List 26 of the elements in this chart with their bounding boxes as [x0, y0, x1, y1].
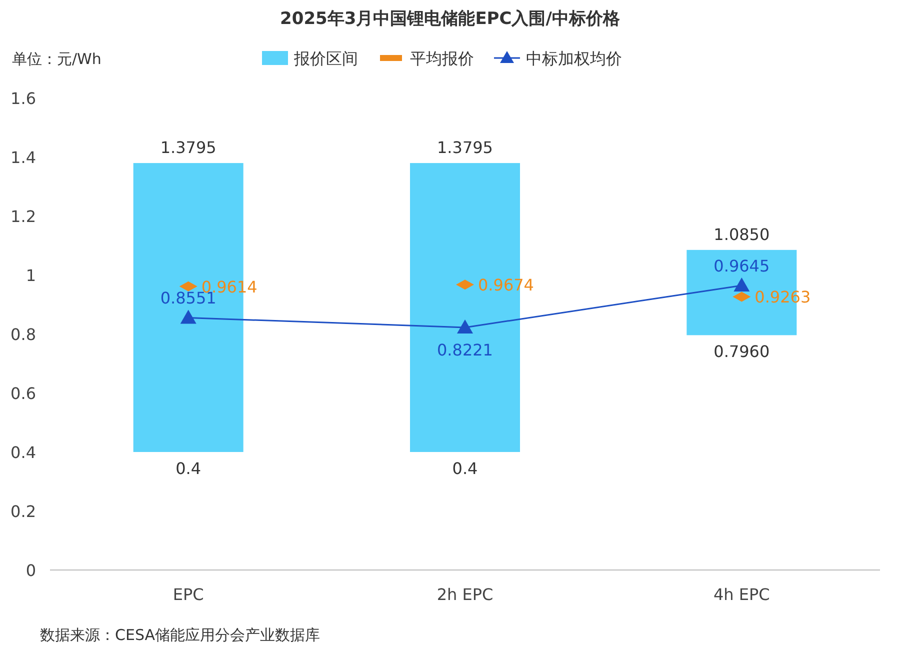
y-tick-label: 1.2 — [10, 207, 36, 226]
annotation: 1.0850 — [714, 224, 770, 244]
legend-label: 平均报价 — [410, 49, 474, 68]
y-tick-label: 0.2 — [10, 502, 36, 521]
y-tick-label: 0.4 — [10, 443, 36, 462]
data-label: 0.8221 — [437, 340, 493, 360]
legend-label: 报价区间 — [293, 49, 358, 68]
source-note: 数据来源：CESA储能应用分会产业数据库 — [40, 626, 320, 644]
y-tick-label: 1.6 — [10, 89, 36, 108]
data-label: 0.9645 — [714, 256, 770, 276]
annotation: 1.3795 — [160, 138, 216, 158]
y-axis-title: 单位：元/Wh — [12, 50, 102, 68]
chart-title: 2025年3月中国锂电储能EPC入围/中标价格 — [280, 9, 621, 29]
y-tick-label: 1 — [26, 266, 36, 285]
x-tick-label: 4h EPC — [713, 585, 770, 604]
y-tick-label: 1.4 — [10, 148, 36, 167]
y-tick-label: 0.6 — [10, 384, 36, 403]
legend-label: 中标加权均价 — [526, 49, 622, 68]
x-tick-label: 2h EPC — [436, 585, 494, 604]
annotation: 0.7960 — [714, 342, 770, 362]
annotation: 0.4 — [452, 459, 478, 478]
x-tick-label: EPC — [172, 585, 204, 604]
y-tick-label: 0 — [26, 561, 36, 580]
annotation: 1.3795 — [437, 138, 493, 158]
annotation: 0.4 — [176, 459, 202, 478]
y-tick-label: 0.8 — [10, 325, 36, 344]
